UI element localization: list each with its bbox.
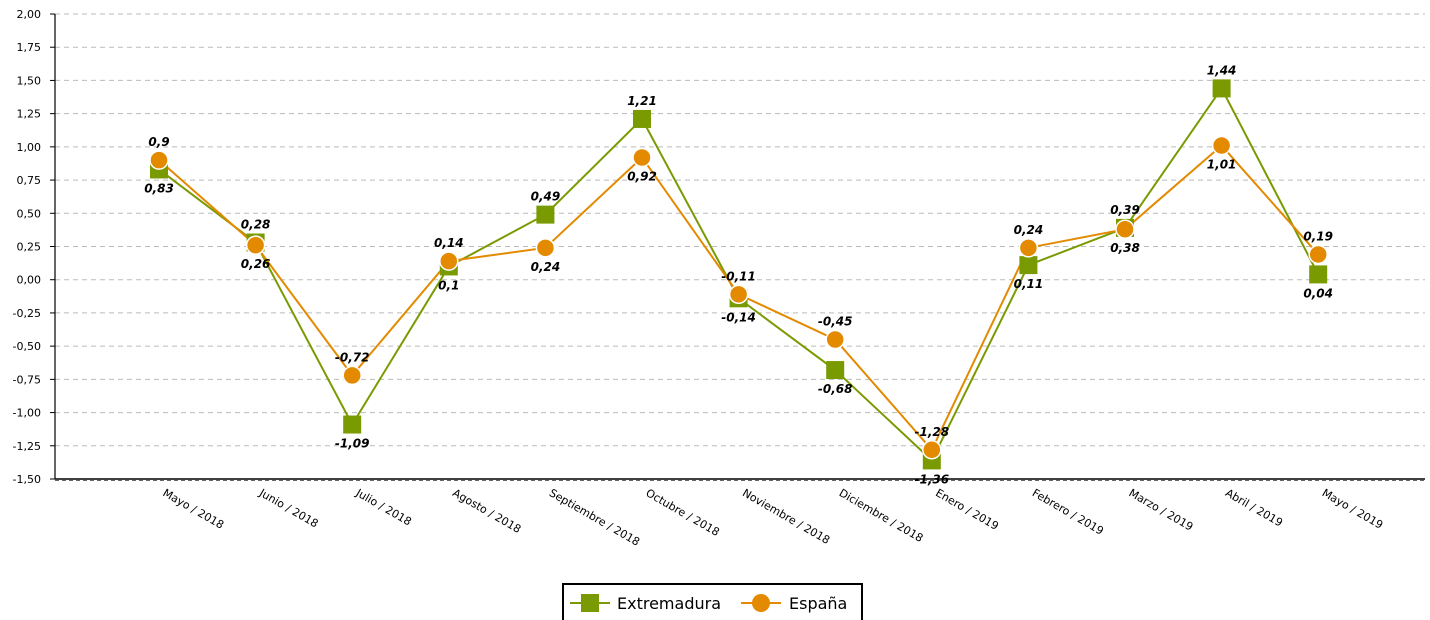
data-point-square <box>536 205 555 224</box>
data-label: -0,11 <box>721 269 756 283</box>
data-label: -0,14 <box>721 310 756 324</box>
data-label: 0,1 <box>438 278 459 292</box>
data-label: 1,44 <box>1207 63 1237 77</box>
data-label: 0,14 <box>434 236 464 250</box>
y-tick-label: 1,00 <box>17 141 42 154</box>
data-label: 0,24 <box>531 260 561 274</box>
data-point-square <box>633 109 651 128</box>
data-point-square <box>1309 265 1328 284</box>
y-tick-label: 1,75 <box>17 41 42 54</box>
x-tick-label: Julio / 2018 <box>353 486 414 529</box>
data-label: -1,28 <box>915 425 950 439</box>
data-point-circle <box>728 284 749 305</box>
x-tick-label: Agosto / 2018 <box>450 486 523 536</box>
data-point-circle <box>1308 244 1328 265</box>
x-tick-label: Junio / 2018 <box>256 486 320 531</box>
data-point-circle <box>1115 219 1135 239</box>
data-label: 1,21 <box>627 94 657 108</box>
data-point-circle <box>245 235 266 255</box>
x-tick-label: Mayo / 2019 <box>1320 486 1386 531</box>
y-tick-label: -0,50 <box>13 340 41 353</box>
data-point-square <box>1019 256 1038 275</box>
gridlines <box>55 13 1425 447</box>
data-labels: 0,83 0,9 0,28 0,26 -1,09 -0,72 0,1 0,14 0,49 0,24… <box>144 63 1333 486</box>
legend: Extremadura España <box>562 583 863 620</box>
data-point-circle <box>825 329 845 350</box>
data-point-circle <box>1018 238 1039 258</box>
data-label: 0,38 <box>1110 241 1140 255</box>
data-label: 0,24 <box>1014 223 1044 237</box>
data-label: 0,28 <box>241 218 271 232</box>
y-tick-label: -1,25 <box>13 440 41 453</box>
data-point-circle <box>149 150 169 170</box>
data-label: 0,04 <box>1303 286 1333 300</box>
x-tick-label: Enero / 2019 <box>933 486 1000 532</box>
data-label: -0,68 <box>818 382 853 396</box>
x-tick-label: Mayo / 2018 <box>161 486 227 531</box>
x-axis: Mayo / 2018 Junio / 2018 Julio / 2018 Agost… <box>55 478 1425 549</box>
data-point-circle <box>1211 135 1232 156</box>
data-point-circle <box>632 147 652 168</box>
data-point-circle <box>922 440 942 460</box>
x-tick-label: Febrero / 2019 <box>1030 486 1106 537</box>
y-tick-label: 0,00 <box>17 274 42 287</box>
x-tick-label: Diciembre / 2018 <box>837 486 926 545</box>
y-tick-label: 1,25 <box>17 108 42 121</box>
legend-swatch-circle <box>752 594 770 612</box>
y-tick-label: -1,50 <box>13 473 41 486</box>
data-label: 0,92 <box>627 169 657 183</box>
x-tick-label: Noviembre / 2018 <box>740 486 832 547</box>
legend-label-extremadura: Extremadura <box>617 594 721 613</box>
x-tick-label: Marzo / 2019 <box>1127 486 1196 533</box>
legend-box <box>562 583 863 620</box>
legend-swatch-square <box>581 594 599 612</box>
y-tick-label: 0,75 <box>17 174 42 187</box>
data-label: 0,83 <box>144 181 174 195</box>
y-tick-label: -0,25 <box>13 307 41 320</box>
data-point-circle <box>439 251 459 271</box>
data-label: -0,45 <box>818 315 853 329</box>
data-point-circle <box>535 238 556 258</box>
data-label: 0,49 <box>531 190 561 204</box>
data-label: -0,72 <box>335 350 370 364</box>
series-layer <box>149 79 1328 470</box>
x-tick-label: Abril / 2019 <box>1223 486 1285 529</box>
data-label: -1,09 <box>335 437 370 451</box>
y-tick-label: -0,75 <box>13 373 41 386</box>
data-point-circle <box>342 365 362 386</box>
y-tick-label: 1,50 <box>17 74 42 87</box>
y-axis: 2,00 1,75 1,50 1,25 1,00 0,75 0,50 0,25 0,00 -0,2… <box>13 8 56 486</box>
data-label: 0,11 <box>1014 277 1044 291</box>
x-tick-label: Octubre / 2018 <box>644 486 722 539</box>
data-point-square <box>826 361 845 380</box>
data-label: -1,36 <box>915 472 950 486</box>
legend-label-espana: España <box>789 594 847 613</box>
y-tick-label: 0,50 <box>17 207 42 220</box>
data-label: 0,26 <box>241 257 271 271</box>
y-tick-label: 2,00 <box>17 8 42 21</box>
data-label: 0,19 <box>1303 229 1333 243</box>
x-tick-label: Septiembre / 2018 <box>547 486 642 548</box>
data-point-square <box>343 415 362 434</box>
data-label: 1,01 <box>1207 158 1237 172</box>
y-tick-label: 0,25 <box>17 241 42 254</box>
data-label: 0,9 <box>148 135 169 149</box>
data-point-square <box>1212 79 1231 98</box>
y-tick-label: -1,00 <box>13 407 41 420</box>
data-label: 0,39 <box>1110 203 1140 217</box>
